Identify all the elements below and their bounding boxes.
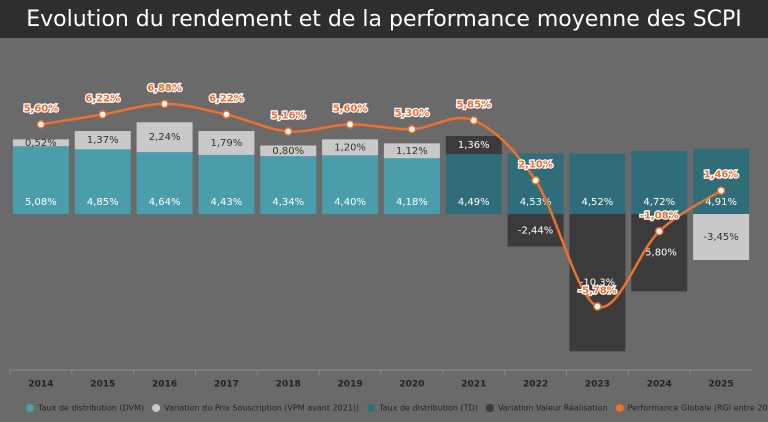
chart-title: Evolution du rendement et de la performa…: [26, 7, 742, 32]
line-value-label: 5,30%: [395, 108, 430, 119]
bar-segment: [631, 151, 688, 214]
line-point: [655, 227, 664, 236]
bar-segment: [383, 143, 440, 159]
bar-segment: [693, 214, 750, 260]
x-tick-label: 2020: [399, 380, 424, 390]
bar-value-label: 4,72%: [643, 197, 675, 208]
bar-value-label: 1,79%: [211, 138, 243, 149]
bar-segment: [693, 148, 750, 214]
bar-segment: [136, 122, 193, 153]
bar-value-label: 4,64%: [149, 197, 181, 208]
line-point: [407, 124, 417, 134]
bar-value-label: 4,52%: [582, 197, 614, 208]
title-band: [0, 0, 768, 38]
bar-segment: [322, 139, 379, 156]
line-value-label: 5,60%: [24, 103, 59, 114]
bar-segment: [260, 156, 317, 214]
bar-value-label: 4,53%: [520, 197, 552, 208]
legend-marker: [615, 404, 624, 412]
bar-segment: [74, 131, 131, 150]
bar-value-label: -3,45%: [703, 232, 738, 243]
x-tick-label: 2023: [585, 380, 610, 390]
bar-segment: [322, 155, 379, 214]
line-value-label: 2,10%: [518, 159, 553, 170]
legend-marker: [152, 404, 161, 412]
bar-value-label: 0,80%: [272, 146, 304, 157]
bar-segment: [198, 154, 255, 214]
line-value-label: 6,22%: [85, 93, 120, 104]
line-value-label: 5,85%: [456, 99, 491, 110]
line-point: [531, 176, 540, 185]
line-point: [345, 120, 355, 129]
x-tick-label: 2019: [338, 380, 363, 390]
bar-value-label: 0,52%: [25, 138, 57, 149]
bar-segment: [136, 152, 193, 214]
line-value-label: 6,22%: [209, 93, 244, 104]
line-value-label: 5,60%: [333, 103, 368, 114]
bar-value-label: 4,18%: [396, 197, 428, 208]
line-value-label: 5,16%: [271, 110, 306, 121]
line-point: [469, 116, 478, 125]
bar-value-label: 1,20%: [334, 142, 366, 153]
x-tick-label: 2024: [647, 380, 672, 390]
bar-segment: [445, 136, 502, 155]
bar-value-label: 2,24%: [149, 132, 181, 143]
legend-label: Taux de distribution (DVM): [37, 404, 144, 413]
line-value-label: 6,88%: [147, 83, 182, 94]
bar-value-label: 4,40%: [334, 197, 366, 208]
line-value-label: 1,46%: [704, 170, 739, 181]
legend-label: Taux de distribution (TD): [378, 404, 478, 413]
line-value-label: -1,08%: [640, 210, 679, 221]
bar-value-label: 4,85%: [87, 197, 119, 208]
bar-segment: [383, 158, 440, 214]
x-tick-label: 2014: [28, 380, 53, 390]
line-point: [36, 120, 46, 129]
legend-marker: [26, 404, 34, 412]
line-point: [716, 186, 726, 195]
line-point: [284, 127, 293, 136]
bar-segment: [260, 145, 317, 157]
bar-segment: [74, 149, 131, 214]
line-point: [98, 110, 107, 119]
bar-value-label: -10,3%: [580, 278, 615, 289]
bar-value-label: 1,36%: [458, 140, 490, 151]
line-point: [160, 99, 169, 109]
bar-value-label: 4,43%: [211, 197, 243, 208]
bar-value-label: 1,12%: [396, 146, 428, 157]
x-tick-label: 2016: [152, 380, 177, 390]
bar-segment: [12, 139, 69, 147]
line-point: [593, 302, 602, 311]
x-tick-label: 2021: [461, 380, 486, 390]
bar-segment: [445, 154, 502, 214]
bar-value-label: -2,44%: [518, 225, 553, 236]
bar-value-label: 4,34%: [272, 197, 304, 208]
legend-label: Variation du Prix Souscription (VPM avan…: [164, 404, 359, 413]
bar-value-label: 5,08%: [25, 197, 57, 208]
bar-segment: [569, 153, 626, 214]
legend-marker: [367, 404, 376, 412]
line-point: [222, 110, 231, 119]
legend-label: Performance Globale (RGI entre 2021 et 2…: [628, 404, 768, 413]
x-tick-label: 2017: [214, 380, 239, 390]
x-tick-label: 2015: [90, 380, 115, 390]
line-value-label: -5,78%: [578, 285, 617, 296]
legend-marker: [485, 404, 494, 412]
bar-segment: [12, 146, 69, 214]
bar-value-label: 4,49%: [458, 197, 490, 208]
bar-value-label: 4,91%: [705, 197, 737, 208]
x-tick-label: 2022: [523, 380, 548, 390]
bar-value-label: 1,37%: [87, 135, 119, 146]
bar-value-label: -5,80%: [642, 248, 677, 259]
bar-segment: [631, 214, 688, 292]
bar-segment: [198, 131, 255, 155]
x-tick-label: 2018: [276, 380, 301, 390]
legend-label: Variation Valeur Réalisation: [498, 403, 608, 413]
x-tick-label: 2025: [709, 380, 734, 390]
